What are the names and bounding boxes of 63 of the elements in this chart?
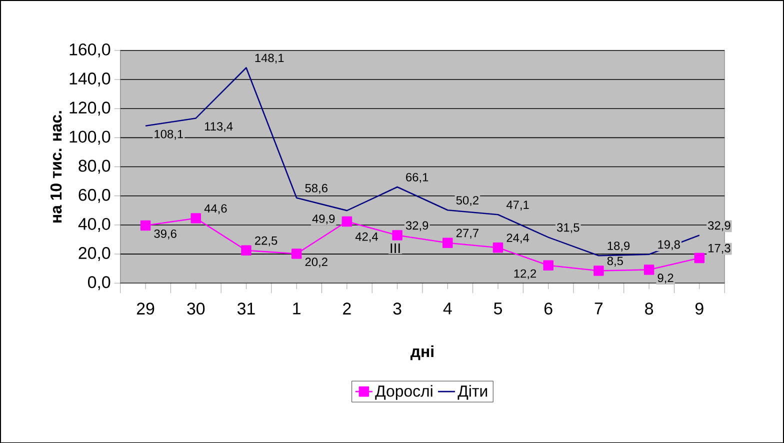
point xyxy=(140,220,151,230)
x-tick-label: 8 xyxy=(645,302,654,314)
data-label: 58,6 xyxy=(305,184,328,194)
point xyxy=(492,242,504,253)
data-label: 49,9 xyxy=(312,214,335,224)
data-label: 32,9 xyxy=(406,221,428,231)
data-label: 19,8 xyxy=(658,240,680,250)
data-label: 39,6 xyxy=(154,229,176,240)
x-axis-title: дні xyxy=(410,345,434,360)
line-series xyxy=(144,66,700,256)
y-tick-label: 40,0 xyxy=(78,218,110,232)
point xyxy=(442,238,453,248)
x-tick-label: 6 xyxy=(544,302,552,314)
point xyxy=(291,248,302,259)
point xyxy=(241,245,252,256)
y-tick-label: 0,0 xyxy=(88,276,110,290)
point xyxy=(190,212,202,224)
y-axis-title: на 10 тис. нас. xyxy=(50,110,62,222)
y-tick-label: 120,0 xyxy=(70,101,110,116)
y-tick-label: 80,0 xyxy=(78,160,110,174)
point xyxy=(594,265,604,276)
data-label: 44,6 xyxy=(204,204,227,214)
data-label: 42,4 xyxy=(355,232,378,242)
x-tick-label: 31 xyxy=(237,302,255,314)
data-label: 113,4 xyxy=(204,122,233,132)
x-tick-label: 3 xyxy=(393,302,402,314)
data-label: 22,5 xyxy=(255,236,278,246)
legend-label: Діти xyxy=(458,384,488,400)
y-tick-label: 100,0 xyxy=(70,130,110,144)
point xyxy=(342,216,352,226)
data-label: 32,9 xyxy=(708,221,730,231)
data-label: 9,2 xyxy=(658,273,674,284)
x-tick-label: 4 xyxy=(443,302,452,314)
data-label: 24,4 xyxy=(506,233,530,244)
point xyxy=(644,264,654,275)
x-tick-label: 7 xyxy=(594,302,603,314)
x-tick-label: 9 xyxy=(695,302,704,314)
point xyxy=(694,252,705,263)
annotation: III xyxy=(390,243,400,253)
y-tick-label: 140,0 xyxy=(70,72,110,86)
data-label: 47,1 xyxy=(506,200,529,210)
y-tick-label: 60,0 xyxy=(78,188,110,203)
y-tick-label: 160,0 xyxy=(70,43,110,58)
x-tick-label: 5 xyxy=(494,302,502,314)
data-label: 66,1 xyxy=(406,172,428,183)
data-label: 31,5 xyxy=(556,223,580,233)
data-label: 18,9 xyxy=(608,241,630,252)
point xyxy=(392,230,402,240)
data-label: 12,2 xyxy=(514,269,536,279)
data-label: 27,7 xyxy=(456,228,478,238)
x-tick-label: 1 xyxy=(293,302,300,314)
y-tick-label: 20,0 xyxy=(78,246,110,261)
x-tick-label: 29 xyxy=(136,302,154,314)
data-label: 17,3 xyxy=(708,244,730,254)
point xyxy=(543,260,554,270)
x-tick-label: 2 xyxy=(343,302,351,314)
data-label: 20,2 xyxy=(305,257,328,268)
legend-label: Дорослі xyxy=(375,384,432,400)
data-label: 108,1 xyxy=(154,130,184,140)
data-label: 50,2 xyxy=(456,196,478,206)
data-label: 148,1 xyxy=(255,53,284,64)
data-label: 8,5 xyxy=(607,256,623,266)
x-tick-label: 30 xyxy=(187,302,205,314)
